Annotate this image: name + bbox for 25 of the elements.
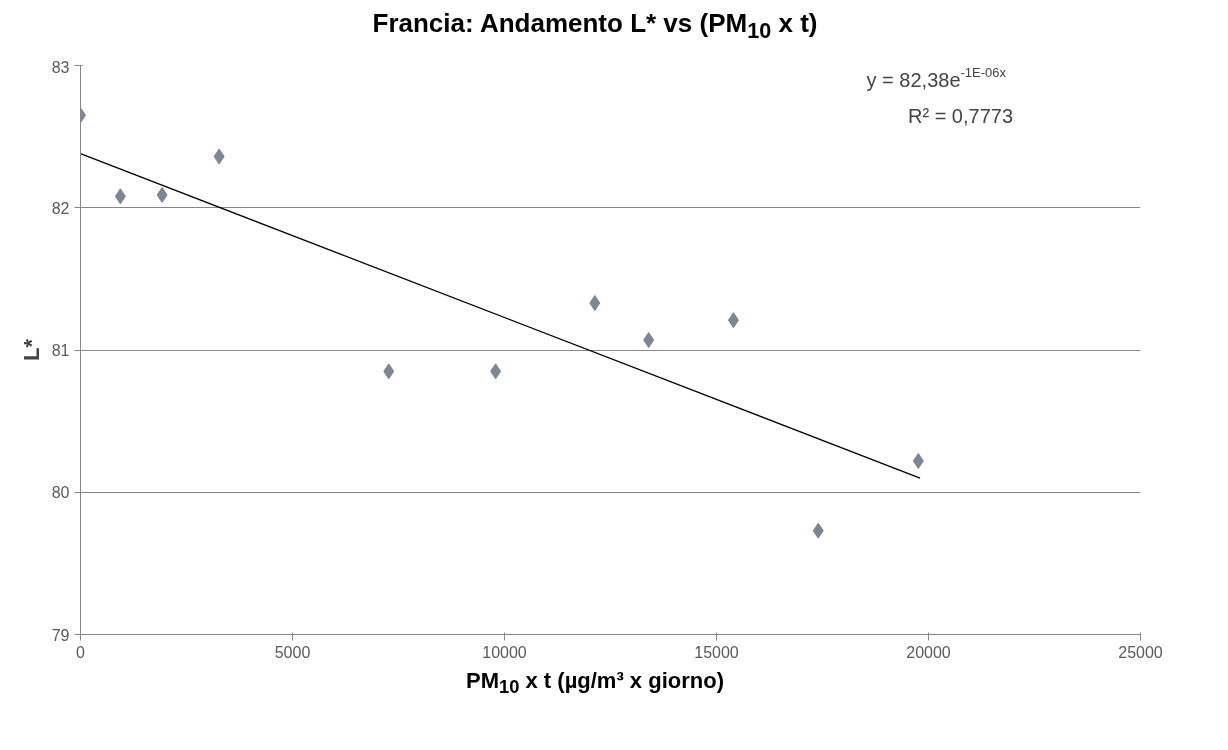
y-tick-label: 80 [51,484,70,502]
point [114,188,126,205]
y-tick-label: 81 [51,342,70,359]
point [213,148,225,165]
chart-title: Francia: Andamento L* vs (PM$_{10}$ x t) [371,7,819,46]
point [589,295,601,312]
x-tick-label: 5000 [274,643,311,661]
point [643,332,655,349]
point [812,522,824,539]
x-tick-label: 10000 [482,643,527,661]
x-tick-label: 0 [76,643,86,661]
point [727,312,739,329]
point [912,452,924,469]
y-tick-label: 83 [51,58,70,76]
point [156,186,168,203]
y-tick-label: 82 [51,199,70,217]
x-axis-title: PM$_{10}$ x t (µg/m³ x giorno) [465,667,725,700]
x-tick-label: 20000 [906,643,951,661]
point [490,363,502,380]
y-axis-title: L* [18,338,44,361]
x-tick-label: 25000 [1118,643,1163,661]
annotation: R² = 0,7773 [907,104,1014,127]
y-tick-label: 79 [51,626,70,644]
x-tick-label: 15000 [694,643,739,661]
point [383,363,395,380]
